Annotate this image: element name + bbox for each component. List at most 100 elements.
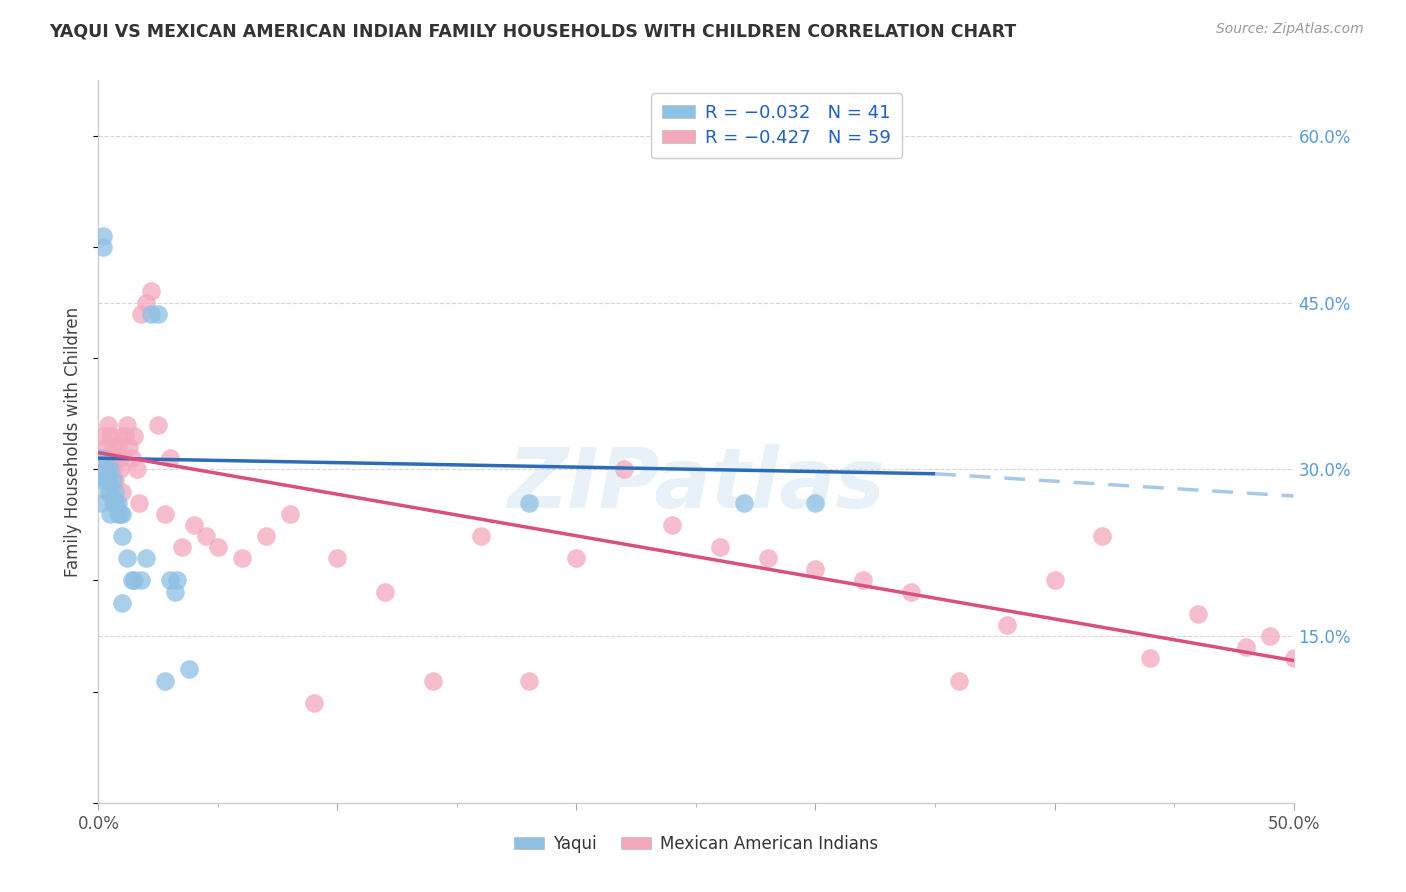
Point [91, 240, 114, 254]
Point [101, 496, 124, 510]
Point [115, 551, 138, 566]
Point [111, 429, 134, 443]
Point [124, 574, 146, 588]
Point [97, 484, 120, 499]
Point [804, 496, 827, 510]
Point [131, 307, 153, 321]
Point [470, 529, 492, 543]
Point [1187, 607, 1209, 621]
Point [661, 517, 683, 532]
Point [166, 574, 188, 588]
Point [111, 507, 134, 521]
Point [111, 596, 134, 610]
Point [135, 295, 157, 310]
Point [139, 285, 162, 299]
Point [121, 451, 143, 466]
Point [107, 440, 129, 454]
Point [207, 540, 229, 554]
Point [1282, 651, 1305, 665]
Point [565, 551, 588, 566]
Point [97, 474, 120, 488]
Point [195, 529, 218, 543]
Point [326, 551, 349, 566]
Point [159, 451, 181, 466]
Point [422, 673, 444, 688]
Point [90, 474, 112, 488]
Point [756, 551, 779, 566]
Point [104, 451, 127, 466]
Point [90, 496, 112, 510]
Point [98, 429, 122, 443]
Text: Source: ZipAtlas.com: Source: ZipAtlas.com [1216, 22, 1364, 37]
Point [125, 462, 148, 476]
Point [278, 507, 301, 521]
Point [104, 484, 127, 499]
Point [172, 540, 194, 554]
Point [108, 451, 131, 466]
Point [98, 484, 122, 499]
Point [139, 307, 162, 321]
Point [374, 584, 396, 599]
Point [613, 462, 636, 476]
Point [91, 429, 114, 443]
Point [98, 462, 122, 476]
Point [104, 496, 127, 510]
Point [118, 440, 141, 454]
Point [179, 662, 201, 676]
Point [124, 429, 146, 443]
Point [254, 529, 277, 543]
Point [155, 673, 177, 688]
Legend: Yaqui, Mexican American Indians: Yaqui, Mexican American Indians [508, 828, 884, 860]
Point [111, 529, 134, 543]
Point [128, 496, 150, 510]
Point [1139, 651, 1161, 665]
Point [111, 484, 134, 499]
Point [101, 462, 124, 476]
Point [1043, 574, 1066, 588]
Point [231, 551, 253, 566]
Point [148, 307, 170, 321]
Point [183, 517, 205, 532]
Point [107, 496, 129, 510]
Point [302, 696, 325, 710]
Point [159, 574, 181, 588]
Point [517, 673, 540, 688]
Point [97, 417, 120, 432]
Point [107, 507, 129, 521]
Point [131, 574, 153, 588]
Point [104, 474, 127, 488]
Text: ZIPatlas: ZIPatlas [508, 444, 884, 525]
Point [804, 562, 827, 576]
Point [97, 451, 120, 466]
Point [852, 574, 875, 588]
Point [108, 462, 131, 476]
Point [1234, 640, 1257, 655]
Point [101, 474, 124, 488]
Point [733, 496, 755, 510]
Point [1091, 529, 1114, 543]
Point [517, 496, 540, 510]
Point [163, 584, 186, 599]
Point [101, 440, 124, 454]
Point [709, 540, 731, 554]
Point [90, 451, 112, 466]
Point [108, 507, 131, 521]
Point [91, 462, 114, 476]
Point [135, 551, 157, 566]
Point [94, 462, 117, 476]
Point [91, 228, 114, 243]
Point [94, 440, 117, 454]
Point [948, 673, 970, 688]
Y-axis label: Family Households with Children: Family Households with Children [65, 307, 83, 576]
Point [94, 474, 117, 488]
Point [155, 507, 177, 521]
Point [98, 507, 122, 521]
Point [995, 618, 1018, 632]
Point [114, 429, 136, 443]
Point [121, 574, 143, 588]
Point [148, 417, 170, 432]
Point [90, 451, 112, 466]
Point [900, 584, 922, 599]
Point [115, 417, 138, 432]
Point [1258, 629, 1281, 643]
